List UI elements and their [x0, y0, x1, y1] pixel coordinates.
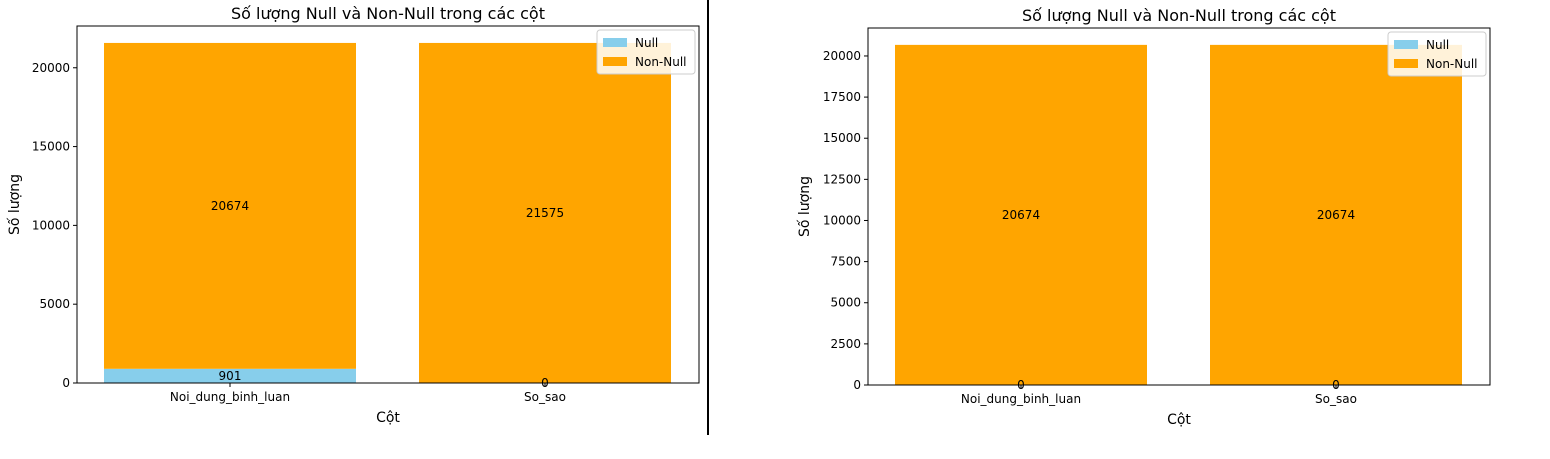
bar-non-null-0: [895, 44, 1147, 385]
bar-non-null-1: [419, 42, 671, 383]
y-tick-label: 15000: [823, 131, 861, 145]
bar-non-null-0: [104, 42, 356, 369]
y-tick-label: 20000: [32, 61, 70, 75]
y-tick-label: 0: [853, 378, 861, 392]
y-tick-label: 17500: [823, 90, 861, 104]
legend-swatch-non-null: [1394, 59, 1418, 68]
y-tick-label: 7500: [830, 255, 861, 269]
bar-null-0: [104, 368, 356, 383]
x-tick-label: So_sao: [524, 390, 566, 404]
axes-frame: [76, 25, 700, 384]
data-label: 901: [219, 369, 242, 383]
y-tick-label: 2500: [830, 337, 861, 351]
bar-non-null-1: [1210, 44, 1462, 385]
legend-label: Null: [635, 36, 658, 50]
legend-label: Non-Null: [635, 55, 687, 69]
y-axis-label: Số lượng: [6, 174, 23, 235]
y-tick-label: 12500: [823, 172, 861, 186]
data-label: 21575: [526, 206, 564, 220]
x-tick-label: Noi_dung_binh_luan: [170, 390, 290, 404]
y-tick-label: 0: [62, 376, 70, 390]
y-tick-label: 10000: [823, 213, 861, 227]
x-axis-label: Cột: [376, 410, 400, 426]
x-tick-label: Noi_dung_binh_luan: [961, 392, 1081, 406]
y-axis-label: Số lượng: [796, 176, 813, 237]
data-label: 20674: [1317, 208, 1355, 222]
y-tick-label: 15000: [32, 140, 70, 154]
data-label: 20674: [1002, 208, 1040, 222]
y-tick-label: 20000: [823, 49, 861, 63]
legend-swatch-non-null: [603, 57, 627, 66]
legend-label: Non-Null: [1426, 57, 1478, 71]
y-tick-label: 10000: [32, 218, 70, 232]
y-tick-label: 5000: [39, 297, 70, 311]
x-axis-label: Cột: [1167, 412, 1191, 428]
chart-left: Số lượng Null và Non-Null trong các cột 9…: [6, 4, 700, 426]
legend-swatch-null: [1394, 40, 1418, 49]
axes-frame: [867, 27, 1491, 386]
legend-swatch-null: [603, 38, 627, 47]
x-tick-label: So_sao: [1315, 392, 1357, 406]
data-label: 20674: [211, 199, 249, 213]
chart-title: Số lượng Null và Non-Null trong các cột: [231, 4, 545, 23]
legend-label: Null: [1426, 38, 1449, 52]
chart-right: Số lượng Null và Non-Null trong các cột 0…: [796, 6, 1491, 428]
y-tick-label: 5000: [830, 296, 861, 310]
chart-title: Số lượng Null và Non-Null trong các cột: [1022, 6, 1336, 25]
